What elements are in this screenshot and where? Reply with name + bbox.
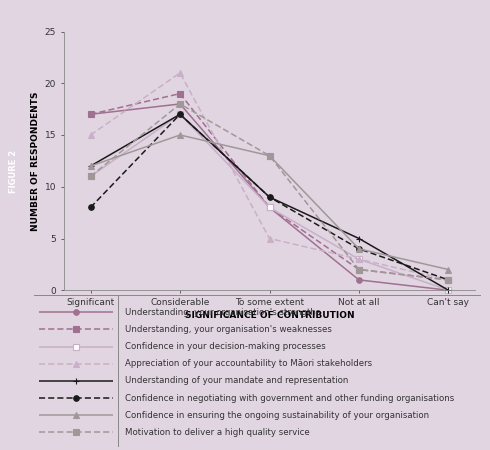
Text: Confidence in negotiating with government and other funding organisations: Confidence in negotiating with governmen…: [125, 394, 454, 403]
Text: Confidence in your decision-making processes: Confidence in your decision-making proce…: [125, 342, 326, 351]
Text: Motivation to deliver a high quality service: Motivation to deliver a high quality ser…: [125, 428, 310, 437]
Text: Appreciation of your accountability to Māori stakeholders: Appreciation of your accountability to M…: [125, 359, 372, 368]
Y-axis label: NUMBER OF RESPONDENTS: NUMBER OF RESPONDENTS: [31, 91, 40, 230]
Text: Confidence in ensuring the ongoing sustainability of your organisation: Confidence in ensuring the ongoing susta…: [125, 411, 429, 420]
Text: FIGURE 2: FIGURE 2: [9, 149, 18, 193]
Text: Understanding, your organisation's weaknesses: Understanding, your organisation's weakn…: [125, 325, 332, 334]
X-axis label: SIGNIFICANCE OF CONTRIBUTION: SIGNIFICANCE OF CONTRIBUTION: [185, 311, 354, 320]
Text: Understanding of your mandate and representation: Understanding of your mandate and repres…: [125, 377, 348, 386]
Text: Understanding, your organisation's strengths: Understanding, your organisation's stren…: [125, 308, 320, 317]
